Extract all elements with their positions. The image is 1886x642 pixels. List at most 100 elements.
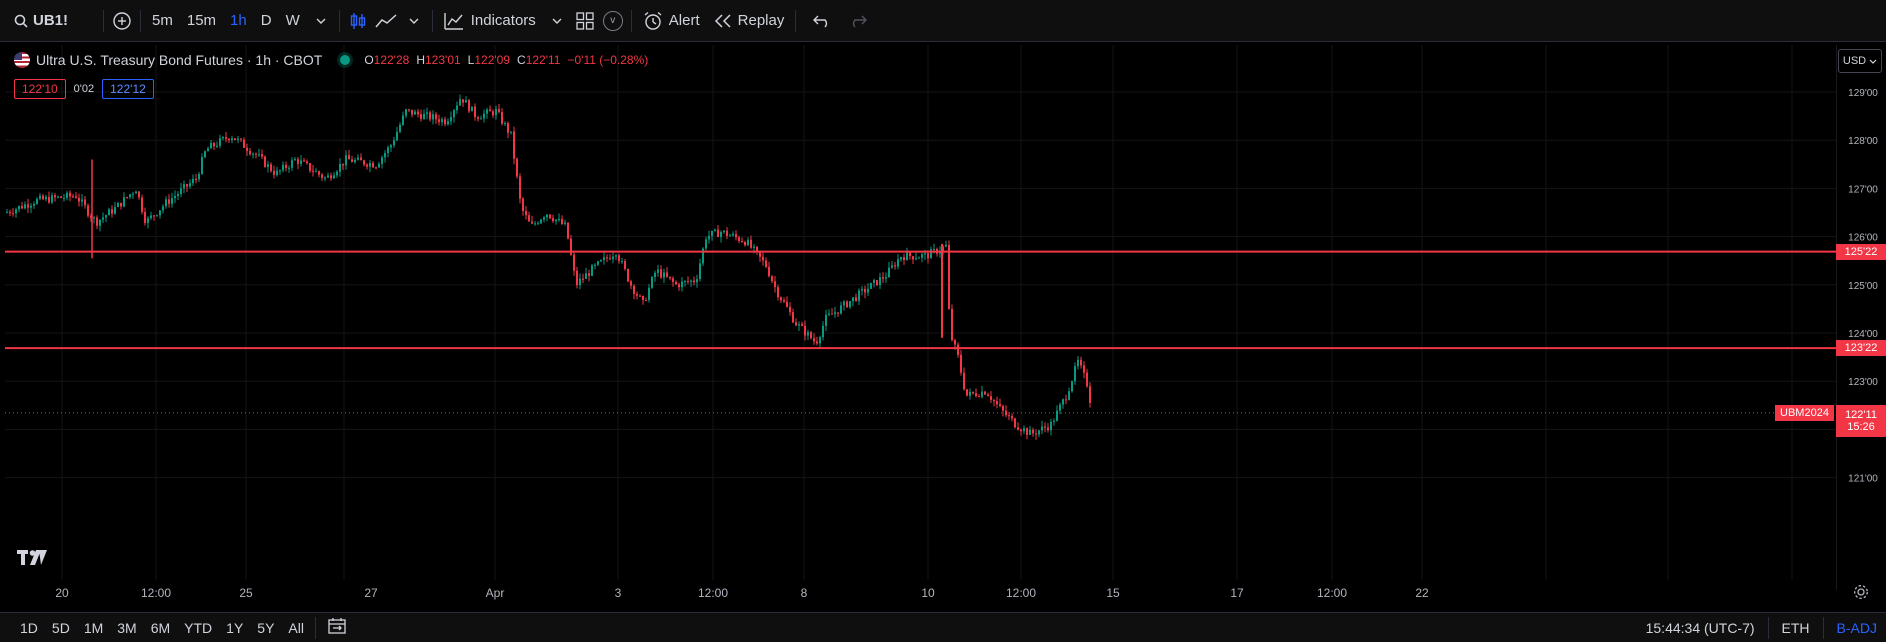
bullish-candle [423, 113, 425, 120]
range-5d-button[interactable]: 5D [51, 619, 70, 636]
bullish-candle [714, 229, 716, 231]
compare-symbol-button[interactable] [108, 0, 136, 42]
bullish-candle [381, 157, 383, 164]
interval-5m-button[interactable]: 5m [152, 12, 173, 29]
bearish-candle [636, 293, 638, 296]
interval-dropdown-button[interactable] [307, 0, 335, 42]
grid-layout-icon [576, 11, 594, 30]
bearish-candle [318, 171, 320, 175]
range-all-button[interactable]: All [288, 619, 304, 636]
indicators-dropdown-button[interactable] [543, 0, 571, 42]
bearish-candle [741, 241, 743, 243]
bullish-candle [861, 288, 863, 291]
bearish-candle [42, 195, 44, 200]
bearish-candle [750, 239, 752, 248]
bullish-candle [1074, 366, 1076, 382]
session-toggle[interactable]: ETH [1781, 620, 1810, 636]
bearish-candle [75, 196, 77, 198]
bullish-candle [495, 109, 497, 116]
timezone-clock[interactable]: 15:44:34 (UTC-7) [1645, 620, 1755, 636]
chevron-down-icon [409, 18, 419, 24]
bearish-candle [660, 269, 662, 278]
indicators-button[interactable]: Indicators [437, 0, 543, 42]
bearish-candle [1080, 359, 1082, 366]
bullish-candle [708, 235, 710, 240]
currency-button[interactable]: USD [1838, 49, 1882, 73]
bearish-candle [996, 400, 998, 405]
bullish-candle [66, 192, 68, 198]
sell-button[interactable]: 122'10 [14, 79, 66, 99]
bearish-candle [27, 204, 29, 208]
replay-button[interactable]: Replay [707, 0, 792, 42]
time-axis-label: 27 [364, 586, 378, 600]
bullish-candle [933, 248, 935, 250]
interval-15m-button[interactable]: 15m [186, 12, 217, 29]
time-axis-label: 10 [921, 586, 935, 600]
candles-chart-type-button[interactable] [344, 0, 372, 42]
range-ytd-button[interactable]: YTD [184, 619, 213, 636]
chart-pane[interactable] [5, 45, 1836, 590]
line-chart-type-button[interactable] [372, 0, 400, 42]
bearish-candle [672, 278, 674, 282]
buy-button[interactable]: 122'12 [102, 79, 154, 99]
candlestick-chart[interactable] [5, 45, 1836, 590]
bearish-candle [21, 205, 23, 209]
bearish-candle [726, 230, 728, 236]
redo-button[interactable] [844, 0, 872, 42]
bullish-candle [192, 178, 194, 184]
bearish-candle [567, 222, 569, 239]
range-6m-button[interactable]: 6M [150, 619, 171, 636]
back-adjustment-toggle[interactable]: B-ADJ [1836, 620, 1877, 636]
bearish-candle [990, 396, 992, 400]
bullish-candle [165, 199, 167, 207]
bullish-candle [177, 193, 179, 196]
bullish-candle [390, 145, 392, 148]
templates-button[interactable]: v [599, 0, 627, 42]
range-3m-button[interactable]: 3M [117, 619, 137, 636]
bullish-candle [1041, 426, 1043, 431]
interval-1h-button[interactable]: 1h [230, 12, 247, 29]
tradingview-logo[interactable] [17, 549, 47, 572]
interval-d-button[interactable]: D [260, 12, 272, 29]
bullish-candle [315, 171, 317, 173]
range-1m-button[interactable]: 1M [83, 619, 104, 636]
range-1y-button[interactable]: 1Y [226, 619, 244, 636]
bearish-candle [78, 197, 80, 202]
bearish-candle [309, 163, 311, 171]
bullish-candle [798, 324, 800, 326]
bullish-candle [891, 265, 893, 268]
symbol-search-button[interactable]: UB1! [0, 0, 75, 42]
price-axis[interactable]: 129'00 128'00 127'00 126'00 125'00 124'00 123'… [1836, 45, 1886, 590]
bearish-candle [882, 277, 884, 279]
bearish-candle [516, 158, 518, 177]
interval-list: 5m 15m 1h D W [145, 0, 307, 42]
bullish-candle [621, 261, 623, 263]
bullish-candle [822, 325, 824, 338]
alert-button[interactable]: Alert [636, 0, 707, 42]
price-axis-label: 121'00 [1848, 474, 1878, 485]
bullish-candle [396, 131, 398, 141]
bullish-candle [840, 305, 842, 314]
bearish-candle [780, 297, 782, 301]
range-1d-button[interactable]: 1D [20, 619, 38, 636]
bearish-candle [153, 215, 155, 217]
range-5y-button[interactable]: 5Y [257, 619, 275, 636]
layout-button[interactable] [571, 0, 599, 42]
time-axis[interactable]: 20 12:00 25 27 Apr 3 12:00 8 10 12:00 15 17 12:00 22 [5, 580, 1836, 608]
bullish-candle [603, 257, 605, 261]
undo-button[interactable] [808, 0, 836, 42]
chart-type-dropdown-button[interactable] [400, 0, 428, 42]
bearish-candle [342, 163, 344, 166]
bullish-candle [906, 252, 908, 261]
bearish-candle [948, 244, 950, 309]
interval-w-button[interactable]: W [285, 12, 300, 29]
go-to-date-button[interactable] [320, 617, 354, 638]
bullish-candle [219, 138, 221, 146]
chart-settings-button[interactable] [1853, 584, 1869, 605]
market-open-status-icon[interactable] [340, 55, 351, 65]
bearish-candle [675, 281, 677, 285]
currency-label: USD [1842, 55, 1867, 67]
bullish-candle [399, 124, 401, 132]
bullish-candle [1023, 428, 1025, 432]
bearish-candle [255, 153, 257, 155]
